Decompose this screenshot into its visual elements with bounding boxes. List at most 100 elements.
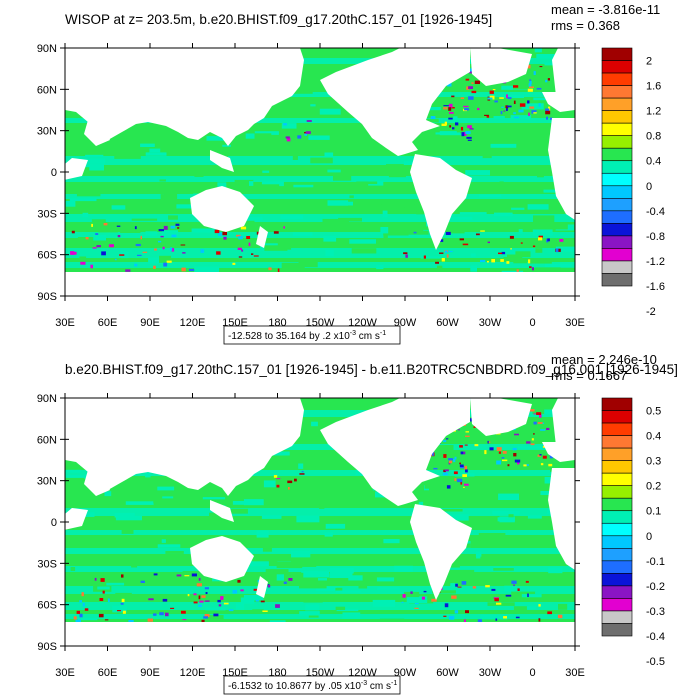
field-patch: [315, 586, 337, 591]
info-units: cm s: [367, 681, 391, 692]
extreme-value-speck: [527, 593, 529, 597]
field-patch: [176, 204, 194, 209]
field-patch: [353, 557, 375, 560]
extreme-value-speck: [499, 97, 504, 99]
extreme-value-speck: [474, 80, 480, 84]
field-patch: [222, 144, 231, 147]
field-patch: [386, 164, 410, 170]
extreme-value-speck: [496, 460, 502, 465]
extreme-value-speck: [232, 262, 236, 265]
extreme-value-speck: [506, 105, 512, 108]
field-patch: [234, 179, 254, 184]
extreme-value-speck: [102, 590, 105, 594]
extreme-value-speck: [193, 601, 198, 604]
field-patch: [323, 235, 337, 242]
extreme-value-speck: [463, 486, 465, 488]
field-patch: [337, 240, 347, 247]
y-tick-label: 60S: [37, 600, 57, 612]
field-patch: [332, 498, 343, 504]
extreme-value-speck: [489, 90, 494, 94]
extreme-value-speck: [255, 599, 259, 602]
field-patch: [432, 590, 456, 594]
extreme-value-speck: [465, 610, 469, 614]
extreme-value-speck: [171, 234, 177, 238]
field-patch: [528, 108, 547, 111]
extreme-value-speck: [448, 458, 453, 461]
extreme-value-speck: [460, 97, 465, 99]
field-patch: [490, 143, 517, 148]
negative-band: [65, 248, 575, 258]
info-box-text: -6.1532 to 10.8677 by .05 x10-3 cm s-1: [228, 680, 397, 692]
extreme-value-speck: [549, 454, 553, 459]
field-patch: [523, 418, 540, 424]
field-patch: [377, 587, 400, 590]
colorbar-swatch: [601, 273, 633, 287]
x-tick-label: 0: [529, 667, 535, 679]
colorbar-swatch: [601, 97, 633, 111]
negative-band: [65, 602, 575, 610]
extreme-value-speck: [304, 133, 307, 136]
extreme-value-speck: [153, 613, 157, 616]
field-patch: [324, 532, 333, 537]
extreme-value-speck: [198, 577, 201, 581]
mean-label: mean = -3.816e-11: [551, 2, 660, 17]
extreme-value-speck: [451, 107, 455, 109]
extreme-value-speck: [134, 263, 138, 267]
extreme-value-speck: [285, 136, 290, 139]
field-patch: [339, 268, 347, 272]
extreme-value-speck: [524, 464, 529, 466]
field-patch: [448, 569, 475, 576]
colorbar-swatch: [601, 610, 633, 624]
extreme-value-speck: [547, 611, 552, 615]
extreme-value-speck: [95, 233, 99, 235]
extreme-value-speck: [513, 85, 519, 88]
field-patch: [112, 605, 127, 613]
colorbar-swatch: [601, 210, 633, 224]
negative-band: [65, 262, 575, 268]
extreme-value-speck: [459, 445, 463, 448]
extreme-value-speck: [533, 421, 537, 425]
field-patch: [159, 255, 172, 263]
extreme-value-speck: [253, 588, 258, 591]
extreme-value-speck: [196, 583, 202, 587]
extreme-value-speck: [462, 243, 469, 246]
extreme-value-speck: [449, 460, 453, 464]
info-box-text: -12.528 to 35.164 by .2 x10-3 cm s-1: [228, 330, 386, 342]
extreme-value-speck: [177, 227, 180, 229]
extreme-value-speck: [299, 473, 305, 475]
extreme-value-speck: [526, 441, 531, 444]
colorbar-label: 0.5: [646, 406, 661, 418]
extreme-value-speck: [454, 478, 457, 482]
colorbar-swatch: [601, 72, 633, 86]
field-patch: [161, 539, 166, 543]
y-tick-label: 0: [51, 167, 57, 179]
extreme-value-speck: [531, 111, 534, 114]
extreme-value-speck: [305, 131, 311, 134]
extreme-value-speck: [439, 239, 444, 242]
field-patch: [532, 229, 553, 236]
field-patch: [503, 257, 523, 260]
extreme-value-speck: [506, 261, 510, 264]
extreme-value-speck: [531, 438, 534, 441]
extreme-value-speck: [468, 96, 474, 100]
extreme-value-speck: [500, 111, 503, 115]
extreme-value-speck: [73, 616, 77, 620]
field-patch: [288, 97, 307, 103]
extreme-value-speck: [477, 107, 480, 111]
field-patch: [263, 480, 276, 488]
extreme-value-speck: [487, 440, 489, 444]
field-patch: [479, 194, 502, 198]
colorbar-swatch: [601, 223, 633, 237]
field-patch: [310, 157, 333, 164]
field-patch: [426, 244, 431, 247]
field-patch: [157, 486, 175, 491]
field-patch: [269, 620, 286, 624]
extreme-value-speck: [451, 595, 457, 599]
extreme-value-speck: [517, 588, 520, 591]
field-patch: [376, 577, 395, 582]
extreme-value-speck: [80, 261, 86, 265]
extreme-value-speck: [514, 433, 519, 436]
x-tick-label: 60E: [98, 317, 118, 329]
extreme-value-speck: [461, 132, 465, 137]
extreme-value-speck: [117, 610, 121, 612]
